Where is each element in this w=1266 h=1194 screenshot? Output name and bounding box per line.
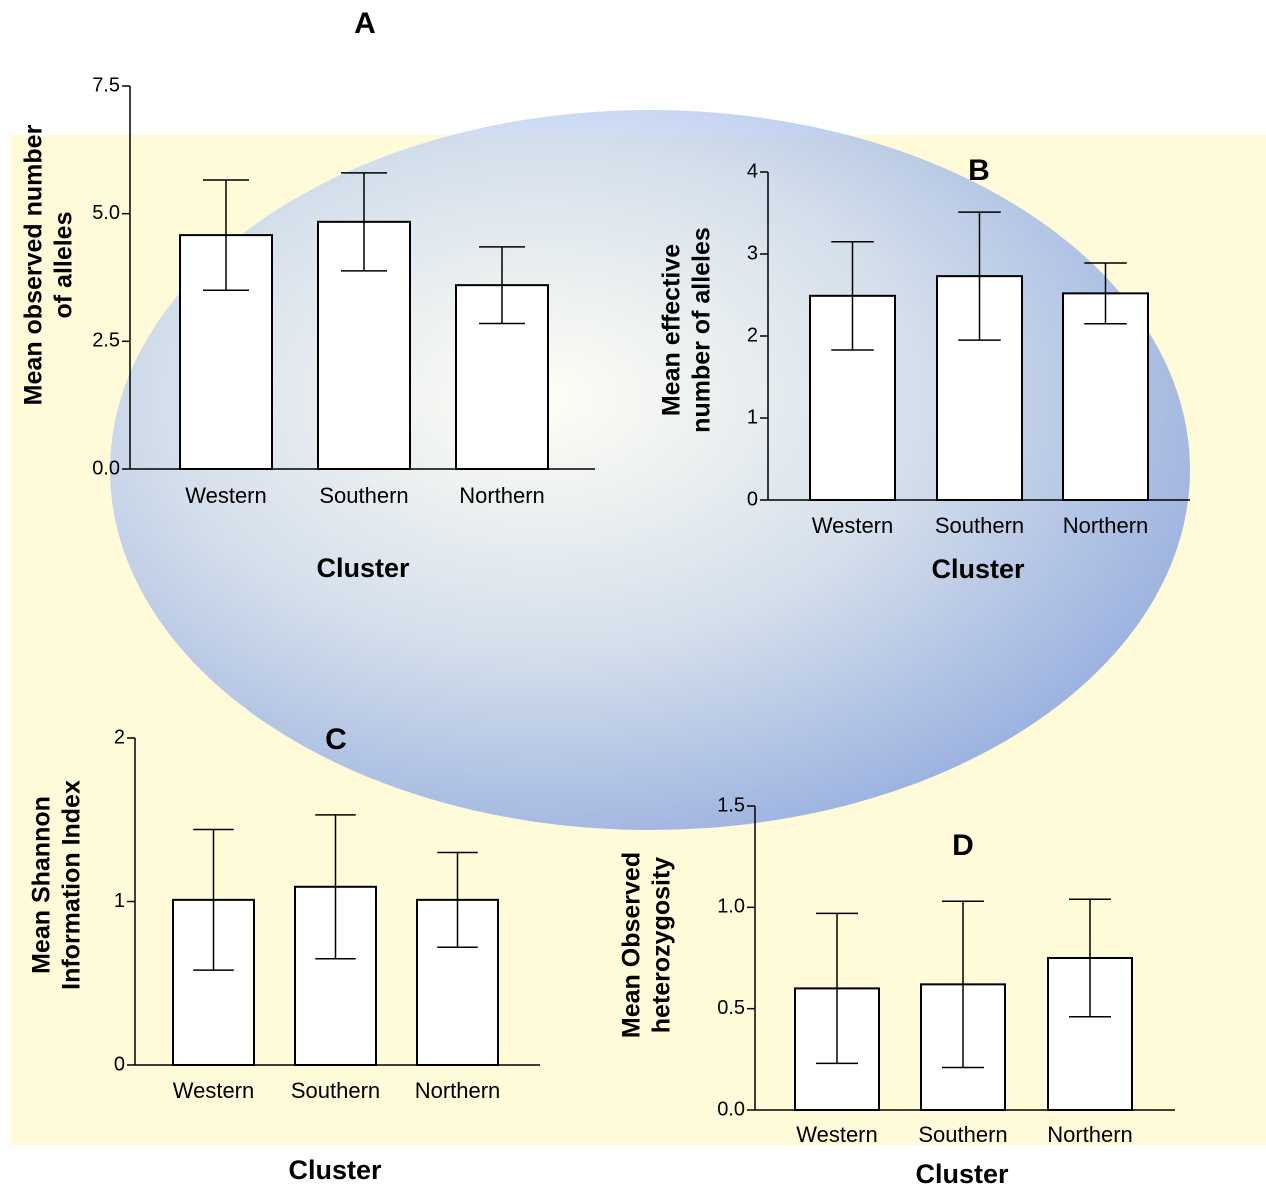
y-tick-label: 2 <box>114 726 125 748</box>
y-tick-label: 1 <box>114 890 125 912</box>
y-tick-label: 0 <box>747 488 758 510</box>
y-tick-label: 0 <box>114 1053 125 1075</box>
x-tick-label: Southern <box>935 513 1024 538</box>
x-tick-label: Southern <box>319 483 408 508</box>
chart-title: D <box>952 829 974 862</box>
figure: 0.0 2.5 5.0 7.5 Western Southern Northern A Clus… <box>0 0 1266 1189</box>
x-tick-label: Western <box>173 1078 255 1103</box>
x-tick-label: Western <box>812 513 894 538</box>
x-axis-title: Cluster <box>316 553 410 583</box>
y-axis-title: Mean Shannon <box>28 796 56 974</box>
y-axis-title: number of alleles <box>688 227 716 433</box>
y-tick-label: 1 <box>747 406 758 428</box>
y-axis-title: Mean effective <box>658 244 686 416</box>
x-tick-label: Northern <box>1063 513 1149 538</box>
y-tick-label: 2.5 <box>92 330 120 352</box>
y-tick-label: 5.0 <box>92 202 120 224</box>
y-axis-title: Mean observed number <box>20 124 48 405</box>
y-axis-title: Information Index <box>58 780 86 990</box>
chart-title: A <box>354 7 376 40</box>
y-tick-label: 1.5 <box>717 794 745 816</box>
x-tick-label: Western <box>185 483 267 508</box>
y-tick-label: 2 <box>747 324 758 346</box>
y-axis-title: heterozygosity <box>648 857 676 1034</box>
x-axis-title: Cluster <box>288 1155 382 1185</box>
y-tick-label: 1.0 <box>717 896 745 918</box>
y-axis-title: Mean Observed <box>618 852 646 1038</box>
y-tick-label: 0.5 <box>717 997 745 1019</box>
y-tick-label: 4 <box>747 160 758 182</box>
chart-title: C <box>325 723 347 756</box>
x-tick-label: Northern <box>415 1078 501 1103</box>
x-tick-label: Southern <box>918 1122 1007 1147</box>
x-tick-label: Southern <box>291 1078 380 1103</box>
x-tick-label: Northern <box>1047 1122 1133 1147</box>
y-tick-label: 3 <box>747 242 758 264</box>
y-axis-title: of alleles <box>50 212 78 319</box>
y-tick-label: 0.0 <box>717 1098 745 1120</box>
chart-title: B <box>968 154 990 187</box>
x-axis-title: Cluster <box>931 554 1025 584</box>
y-tick-label: 0.0 <box>92 457 120 479</box>
x-axis-title: Cluster <box>915 1159 1009 1189</box>
x-tick-label: Northern <box>459 483 545 508</box>
y-tick-label: 7.5 <box>92 74 120 96</box>
x-tick-label: Western <box>796 1122 878 1147</box>
